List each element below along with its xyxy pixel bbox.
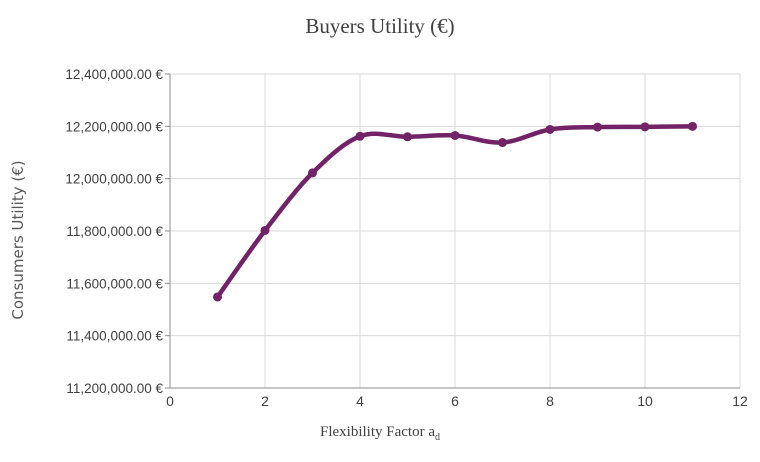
data-point: [355, 131, 365, 141]
data-point: [593, 122, 602, 132]
x-tick-label: 6: [451, 393, 459, 409]
x-tick-label: 2: [261, 393, 269, 409]
y-tick-label: 12,200,000.00 €: [65, 119, 163, 134]
y-tick-label: 11,200,000.00 €: [66, 381, 163, 396]
x-axis-label-text: Flexibility Factor a: [320, 424, 435, 440]
data-point: [688, 121, 697, 131]
data-point: [308, 168, 317, 178]
data-point: [403, 132, 412, 142]
x-axis-label: Flexibility Factor ad: [0, 424, 760, 443]
data-point: [213, 292, 222, 302]
data-point: [640, 122, 650, 132]
x-axis-label-subscript: d: [434, 432, 440, 443]
x-tick-label: 8: [546, 393, 554, 409]
y-tick-label: 12,000,000.00 €: [65, 172, 163, 187]
x-tick-label: 12: [732, 393, 748, 409]
y-tick-label: 12,400,000.00 €: [65, 67, 163, 82]
data-point: [498, 138, 507, 148]
x-tick-label: 4: [356, 393, 364, 409]
data-point: [260, 225, 270, 235]
data-point: [450, 130, 460, 140]
chart-title: Buyers Utility (€): [305, 14, 455, 38]
data-point: [545, 124, 555, 134]
y-tick-label: 11,800,000.00 €: [66, 224, 163, 239]
x-tick-label: 10: [637, 393, 653, 409]
y-tick-label: 11,400,000.00 €: [66, 329, 163, 344]
y-tick-label: 11,600,000.00 €: [66, 276, 163, 291]
x-tick-label: 0: [166, 393, 174, 409]
